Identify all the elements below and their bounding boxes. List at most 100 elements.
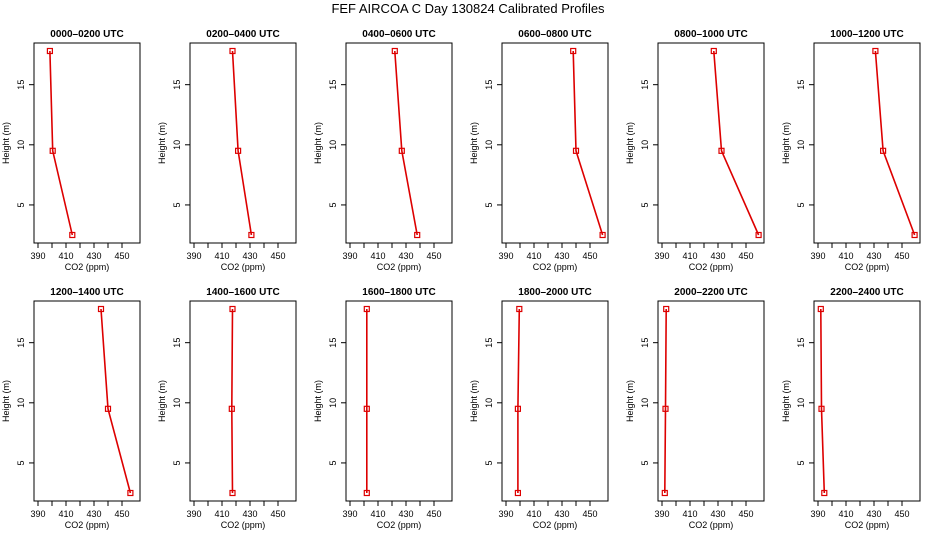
x-tick-label: 450 xyxy=(894,509,909,519)
panel-title: 2000–2200 UTC xyxy=(674,287,747,298)
y-tick-label: 15 xyxy=(328,338,338,348)
data-point xyxy=(104,405,112,412)
data-point xyxy=(599,231,606,239)
y-axis-label: Height (m) xyxy=(1,122,11,164)
profile-panel: 1200–1400 UTC 390 410 430 450 5 10 15 CO2 (ppm) H… xyxy=(1,287,141,530)
data-point xyxy=(69,231,76,239)
data-point xyxy=(817,305,824,313)
x-tick-label: 390 xyxy=(342,509,357,519)
y-axis-label: Height (m) xyxy=(313,122,323,164)
x-tick-label: 430 xyxy=(710,509,725,519)
x-tick-label: 390 xyxy=(810,251,825,261)
x-tick-label: 410 xyxy=(838,251,853,261)
profile-line xyxy=(100,308,132,494)
y-tick-label: 5 xyxy=(172,202,182,207)
plot-frame xyxy=(657,42,765,244)
y-tick-label: 15 xyxy=(796,80,806,90)
data-point xyxy=(97,305,105,313)
data-point xyxy=(229,47,236,55)
data-point xyxy=(662,405,669,412)
y-tick-label: 10 xyxy=(328,140,338,150)
profile-line xyxy=(394,50,418,236)
profile-panel: 1800–2000 UTC 390 410 430 450 5 10 15 CO2 (ppm) H… xyxy=(469,287,609,530)
y-tick-label: 15 xyxy=(484,338,494,348)
y-tick-label: 5 xyxy=(484,202,494,207)
y-tick-label: 15 xyxy=(172,80,182,90)
plot-frame xyxy=(657,300,765,502)
y-axis-label: Height (m) xyxy=(781,380,791,422)
profile-panel: 0800–1000 UTC 390 410 430 450 5 10 15 CO2 (ppm) H… xyxy=(625,29,765,272)
panel-title: 2200–2400 UTC xyxy=(830,287,903,298)
data-point xyxy=(398,147,405,154)
panel-title: 1400–1600 UTC xyxy=(206,287,279,298)
data-point xyxy=(46,47,54,55)
x-tick-label: 410 xyxy=(682,509,697,519)
y-tick-label: 10 xyxy=(172,140,182,150)
profile-panel: 2200–2400 UTC 390 410 430 450 5 10 15 CO2 (ppm) H… xyxy=(781,287,921,530)
x-tick-label: 410 xyxy=(58,509,73,519)
y-tick-label: 5 xyxy=(328,460,338,465)
x-tick-label: 450 xyxy=(114,509,129,519)
x-axis-label: CO2 (ppm) xyxy=(221,262,266,272)
panel-title: 1000–1200 UTC xyxy=(830,29,903,40)
y-tick-label: 10 xyxy=(16,140,26,150)
x-tick-label: 410 xyxy=(58,251,73,261)
panel-title: 0600–0800 UTC xyxy=(518,29,591,40)
x-tick-label: 430 xyxy=(86,251,101,261)
x-tick-label: 430 xyxy=(554,509,569,519)
y-tick-label: 5 xyxy=(484,460,494,465)
profile-line xyxy=(572,50,604,236)
panel-title: 0800–1000 UTC xyxy=(674,29,747,40)
x-tick-label: 390 xyxy=(186,509,201,519)
panel-title: 0200–0400 UTC xyxy=(206,29,279,40)
profile-line xyxy=(713,50,760,236)
plot-frame xyxy=(813,42,921,244)
profile-panel: 0400–0600 UTC 390 410 430 450 5 10 15 CO2 (ppm) H… xyxy=(313,29,453,272)
x-tick-label: 430 xyxy=(554,251,569,261)
y-axis-label: Height (m) xyxy=(625,122,635,164)
x-axis-label: CO2 (ppm) xyxy=(845,520,890,530)
x-tick-label: 390 xyxy=(30,251,45,261)
panel-title: 1200–1400 UTC xyxy=(50,287,123,298)
x-tick-label: 390 xyxy=(342,251,357,261)
data-point xyxy=(872,47,879,55)
x-tick-label: 430 xyxy=(398,251,413,261)
plot-frame xyxy=(189,42,297,244)
x-axis-label: CO2 (ppm) xyxy=(65,520,110,530)
profile-line xyxy=(874,50,916,236)
panel-title: 1800–2000 UTC xyxy=(518,287,591,298)
x-tick-label: 450 xyxy=(270,251,285,261)
data-point xyxy=(718,147,725,154)
x-tick-label: 410 xyxy=(370,251,385,261)
panel-title: 1600–1800 UTC xyxy=(362,287,435,298)
y-tick-label: 15 xyxy=(640,80,650,90)
x-tick-label: 450 xyxy=(738,509,753,519)
profile-line xyxy=(231,50,253,236)
y-axis-label: Height (m) xyxy=(313,380,323,422)
y-tick-label: 10 xyxy=(484,140,494,150)
y-axis-label: Height (m) xyxy=(625,380,635,422)
data-point xyxy=(414,231,421,239)
x-axis-label: CO2 (ppm) xyxy=(377,520,422,530)
y-axis-label: Height (m) xyxy=(157,122,167,164)
profile-panel: 0000–0200 UTC 390 410 430 450 5 10 15 CO2 (ppm) H… xyxy=(1,29,141,272)
x-tick-label: 450 xyxy=(270,509,285,519)
plot-frame xyxy=(189,300,297,502)
data-point xyxy=(229,305,236,313)
plot-frame xyxy=(501,42,609,244)
panel-title: 0000–0200 UTC xyxy=(50,29,123,40)
y-tick-label: 5 xyxy=(640,460,650,465)
y-tick-label: 5 xyxy=(796,202,806,207)
profile-panel: 1400–1600 UTC 390 410 430 450 5 10 15 CO2 (ppm) H… xyxy=(157,287,297,530)
y-tick-label: 10 xyxy=(172,398,182,408)
x-tick-label: 430 xyxy=(242,509,257,519)
data-point xyxy=(755,231,762,239)
y-tick-label: 15 xyxy=(328,80,338,90)
data-point xyxy=(363,489,370,497)
x-axis-label: CO2 (ppm) xyxy=(221,520,266,530)
plot-frame xyxy=(813,300,921,502)
y-tick-label: 5 xyxy=(640,202,650,207)
y-tick-label: 10 xyxy=(796,398,806,408)
x-tick-label: 390 xyxy=(654,251,669,261)
